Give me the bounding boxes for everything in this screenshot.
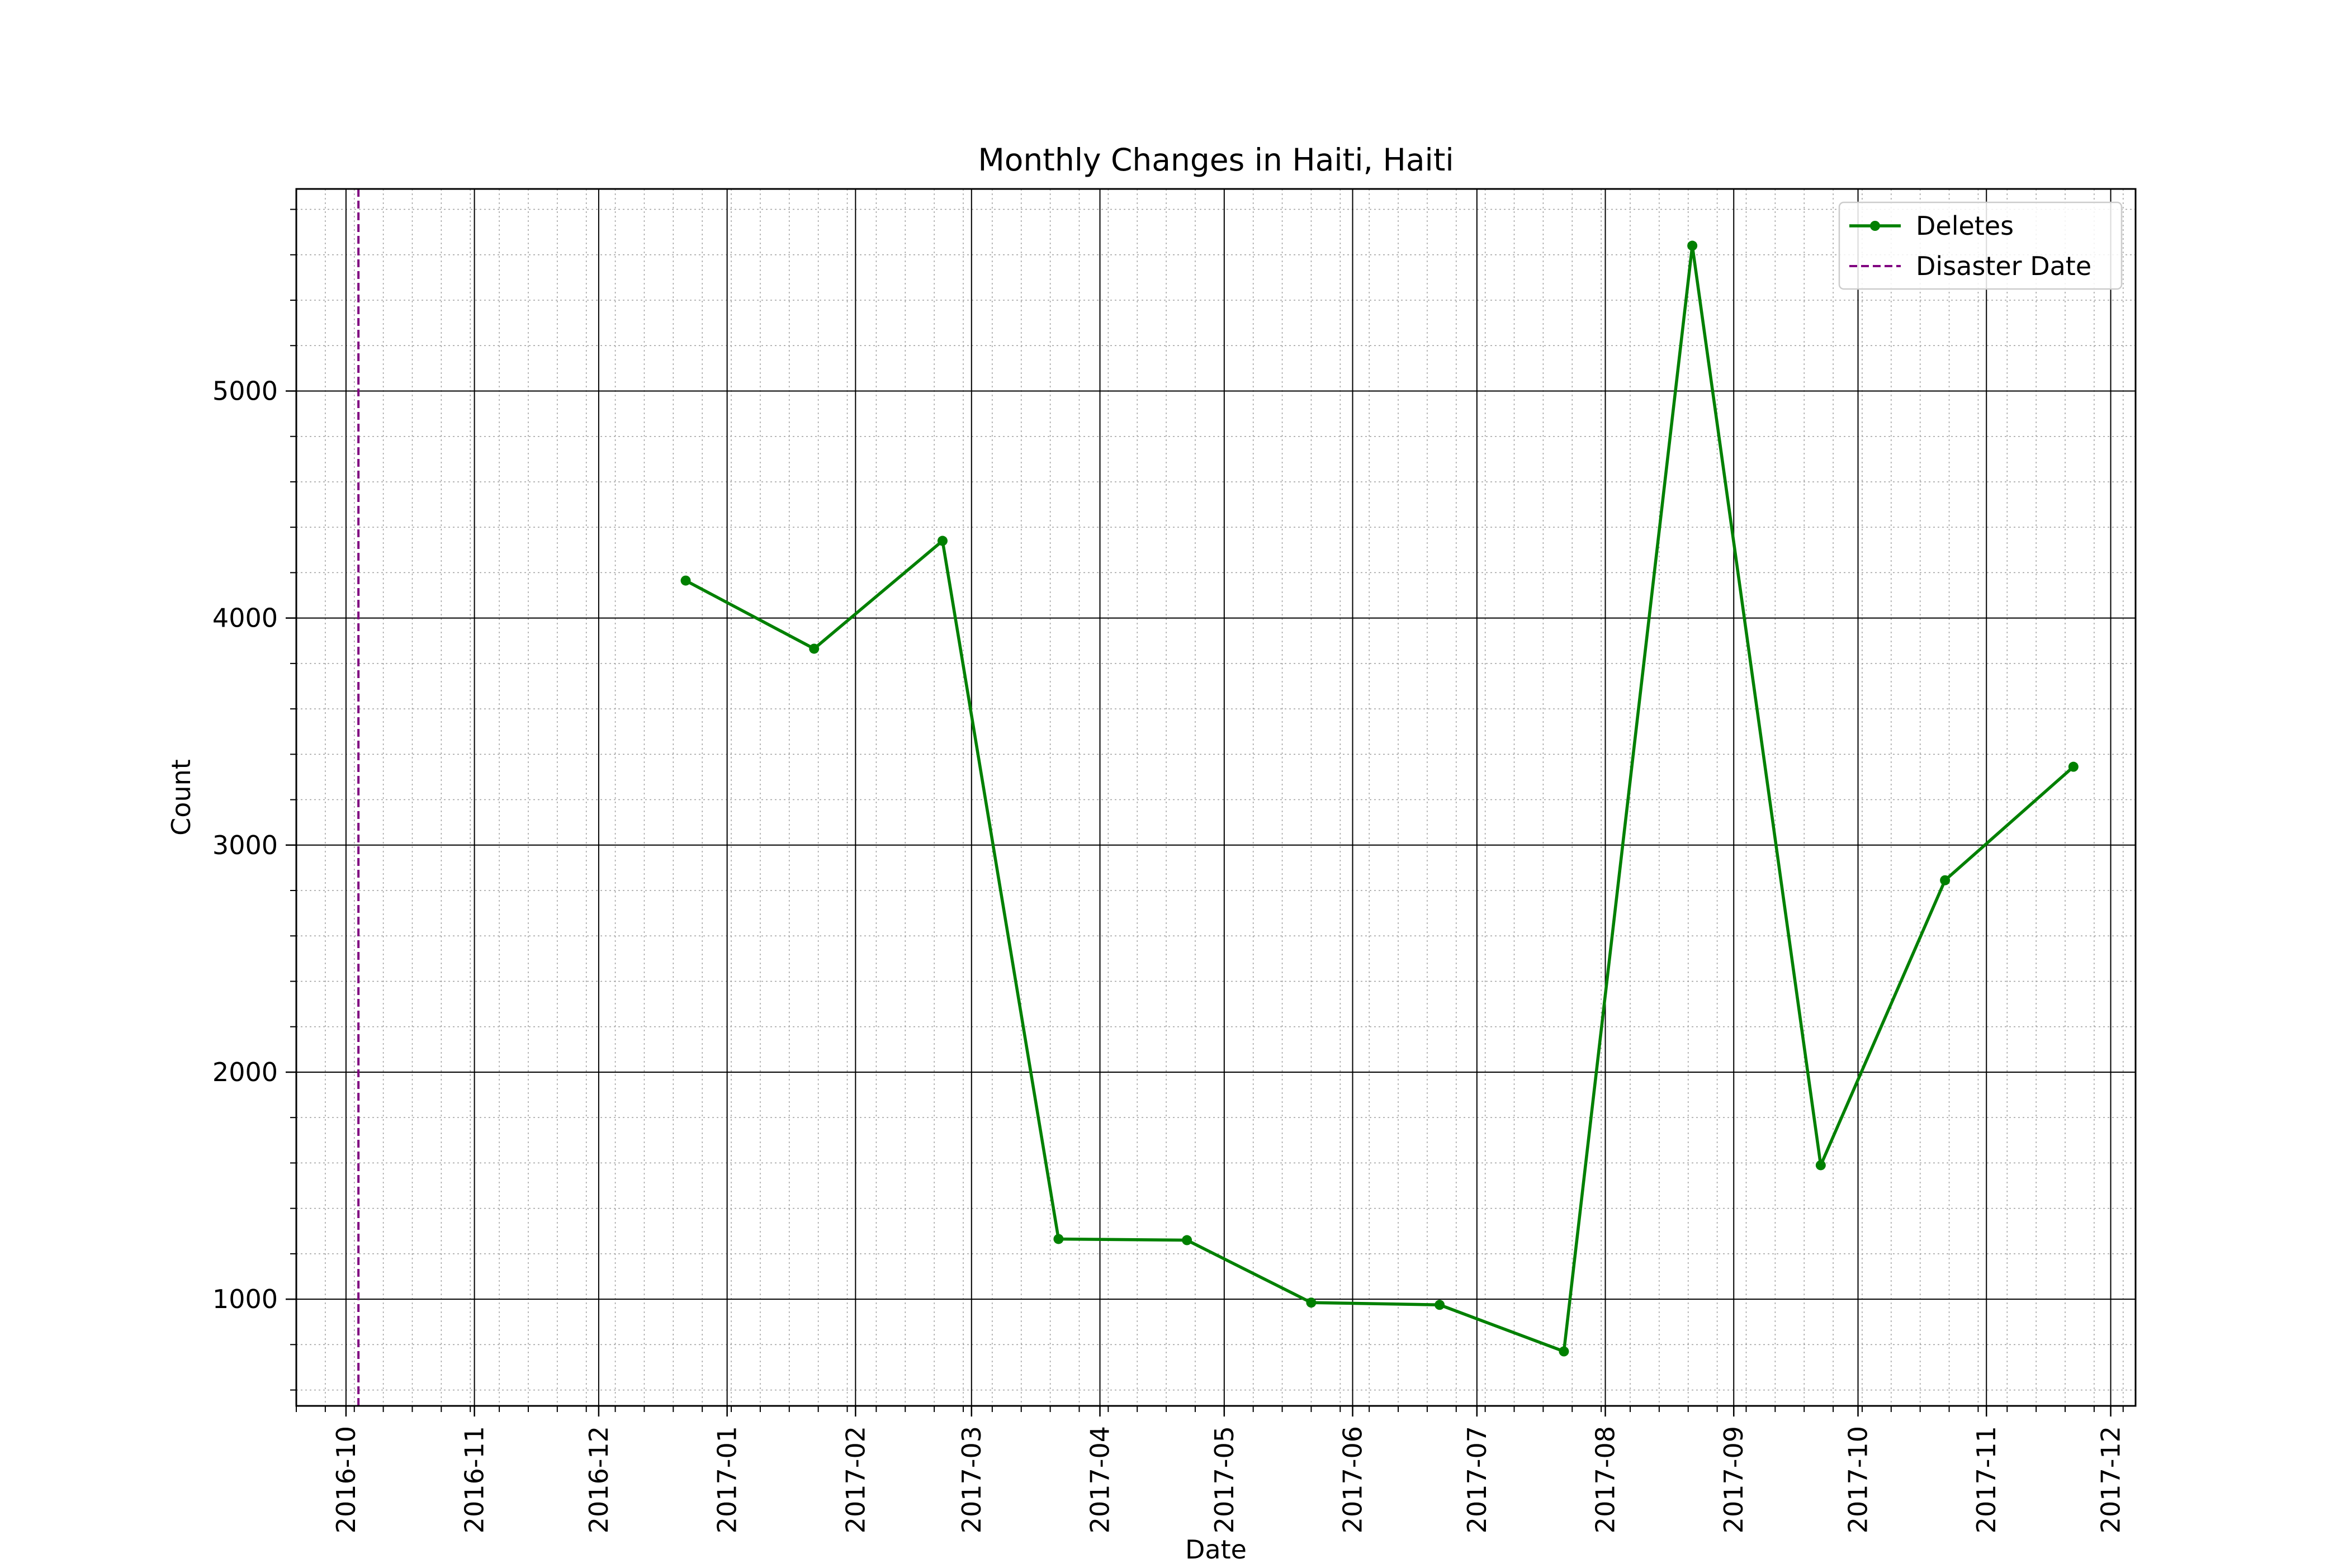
plot-frame	[295, 188, 2137, 1407]
x-tick-label: 2017-11	[1971, 1426, 2001, 1533]
deletes-data-point	[937, 536, 948, 546]
legend-deletes-marker	[1870, 221, 1880, 231]
x-tick-label: 2017-09	[1719, 1426, 1749, 1533]
x-axis-label: Date	[1185, 1534, 1247, 1565]
y-axis-label: Count	[166, 759, 196, 836]
deletes-data-point	[680, 575, 691, 586]
x-tick-label: 2017-03	[957, 1426, 987, 1533]
x-tick-label: 2017-08	[1590, 1426, 1621, 1533]
y-tick-label: 3000	[212, 830, 278, 860]
x-tick-label: 2017-10	[1843, 1426, 1873, 1533]
deletes-data-point	[1182, 1235, 1192, 1245]
deletes-data-point	[809, 643, 820, 654]
x-tick-label: 2017-06	[1338, 1426, 1368, 1533]
x-tick-label: 2016-10	[331, 1426, 361, 1533]
legend-deletes-label: Deletes	[1916, 211, 2014, 241]
x-tick-label: 2017-07	[1462, 1426, 1492, 1533]
x-tick-label: 2016-11	[460, 1426, 490, 1533]
major-gridlines	[296, 189, 2136, 1406]
deletes-data-point	[1435, 1300, 1445, 1310]
deletes-data-point	[2068, 761, 2079, 772]
y-tick-label: 1000	[212, 1284, 278, 1314]
deletes-data-point	[1687, 240, 1698, 251]
x-tick-label: 2017-04	[1085, 1426, 1115, 1533]
y-axis-ticks: 1000 2000 3000 4000 5000	[212, 209, 296, 1391]
deletes-data-point	[1306, 1297, 1317, 1308]
x-tick-label: 2017-05	[1209, 1426, 1239, 1533]
x-tick-label: 2017-12	[2096, 1426, 2126, 1533]
deletes-data-point	[1053, 1234, 1064, 1244]
legend-box	[1838, 201, 2123, 290]
series-layer	[680, 240, 2079, 1357]
x-tick-label: 2017-01	[712, 1426, 742, 1533]
x-tick-label: 2016-12	[584, 1426, 614, 1533]
legend-disaster-label: Disaster Date	[1916, 251, 2091, 281]
legend: Deletes Disaster Date	[1838, 201, 2123, 290]
deletes-data-point	[1815, 1160, 1826, 1171]
minor-gridlines	[296, 189, 2136, 1406]
x-axis-ticks: 2016-10 2016-11 2016-12 2017-01 2017-02 2017-…	[296, 1406, 2126, 1533]
deletes-data-point	[1940, 875, 1951, 885]
x-tick-label: 2017-02	[840, 1426, 870, 1533]
deletes-series-line	[685, 244, 2075, 1353]
y-tick-label: 2000	[212, 1057, 278, 1087]
y-tick-label: 4000	[212, 603, 278, 633]
y-tick-label: 5000	[212, 376, 278, 406]
deletes-data-point	[1559, 1346, 1569, 1357]
chart-title: Monthly Changes in Haiti, Haiti	[978, 142, 1454, 178]
